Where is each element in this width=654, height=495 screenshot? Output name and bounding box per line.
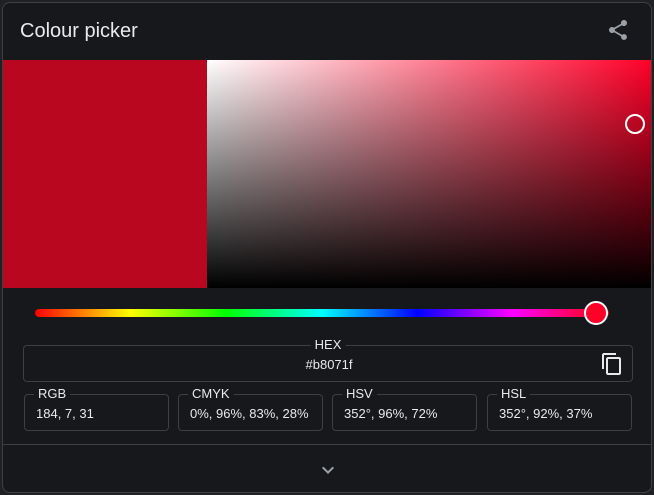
hsv-input[interactable]: [344, 406, 474, 422]
hex-input[interactable]: [24, 357, 634, 373]
hsl-label: HSL: [497, 386, 531, 402]
cmyk-field: CMYK: [178, 386, 323, 431]
copy-icon[interactable]: [600, 352, 624, 376]
hsl-field: HSL: [487, 386, 632, 431]
rgb-field: RGB: [24, 386, 169, 431]
picker-title: Colour picker: [20, 20, 138, 42]
cmyk-label: CMYK: [188, 386, 234, 402]
hsv-label: HSV: [342, 386, 377, 402]
hex-field: HEX: [23, 337, 634, 382]
hsl-input[interactable]: [499, 406, 629, 422]
hue-slider[interactable]: [35, 301, 609, 325]
rgb-input[interactable]: [36, 406, 166, 422]
rgb-label: RGB: [34, 386, 71, 402]
hue-slider-handle[interactable]: [584, 301, 609, 325]
hex-label: HEX: [310, 337, 346, 353]
saturation-value-handle[interactable]: [625, 113, 646, 134]
divider: [3, 444, 651, 445]
chevron-down-icon[interactable]: [316, 458, 340, 482]
colour-swatch: [3, 60, 207, 288]
hsv-field: HSV: [332, 386, 477, 431]
share-icon[interactable]: [606, 18, 630, 42]
cmyk-input[interactable]: [190, 406, 320, 422]
saturation-value-area[interactable]: [207, 60, 651, 288]
